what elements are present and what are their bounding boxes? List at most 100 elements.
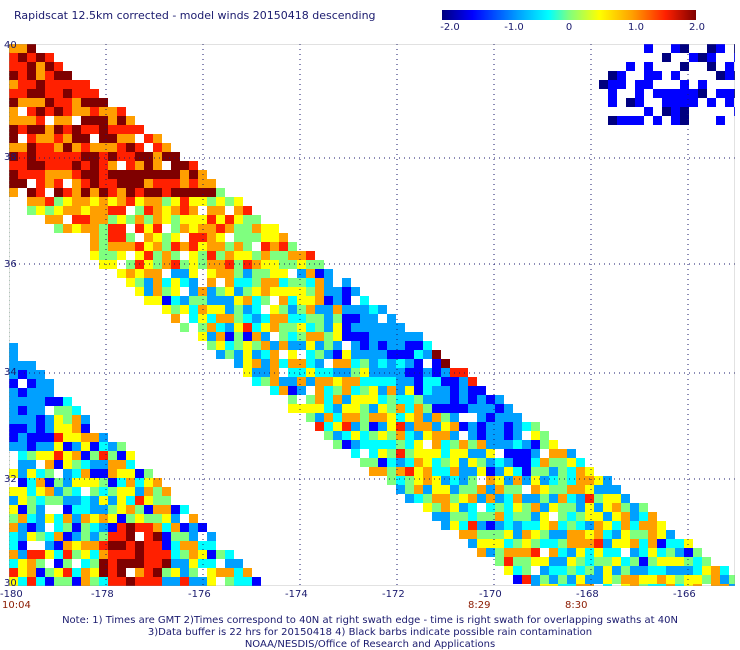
swath-cell xyxy=(270,341,279,350)
swath-cell xyxy=(360,422,369,431)
swath-cell xyxy=(162,233,171,242)
swath-cell xyxy=(99,568,108,577)
swath-cell xyxy=(54,125,63,134)
swath-cell xyxy=(90,496,99,505)
swath-cell xyxy=(495,458,504,467)
swath-cell xyxy=(315,350,324,359)
swath-cell xyxy=(36,379,45,388)
swath-cell xyxy=(432,422,441,431)
swath-cell xyxy=(180,577,189,586)
swath-cell xyxy=(396,395,405,404)
swath-cell xyxy=(635,116,644,125)
swath-cell xyxy=(81,505,90,514)
swath-cell xyxy=(72,80,81,89)
swath-cell xyxy=(153,143,162,152)
swath-cell xyxy=(36,71,45,80)
swath-cell xyxy=(630,566,639,575)
swath-cell xyxy=(18,161,27,170)
swath-cell xyxy=(171,296,180,305)
swath-cell xyxy=(189,170,198,179)
swath-cell xyxy=(225,314,234,323)
swath-cell xyxy=(522,521,531,530)
swath-cell xyxy=(306,269,315,278)
swath-cell xyxy=(324,323,333,332)
swath-cell xyxy=(45,424,54,433)
swath-cell xyxy=(612,539,621,548)
swath-cell xyxy=(630,584,639,586)
swath-cell xyxy=(108,451,117,460)
swath-cell xyxy=(9,352,18,361)
swath-cell xyxy=(459,467,468,476)
swath-cell xyxy=(324,431,333,440)
swath-cell xyxy=(405,458,414,467)
swath-cell xyxy=(153,278,162,287)
swath-cell xyxy=(378,368,387,377)
swath-cell xyxy=(9,406,18,415)
footnote-line-1: Note: 1) Times are GMT 2)Times correspon… xyxy=(62,615,678,626)
swath-cell xyxy=(36,188,45,197)
swath-cell xyxy=(135,514,144,523)
swath-cell xyxy=(450,386,459,395)
swath-cell xyxy=(608,116,617,125)
swath-cell xyxy=(243,323,252,332)
swath-cell xyxy=(324,305,333,314)
swath-cell xyxy=(117,496,126,505)
swath-cell xyxy=(689,53,698,62)
swath-cell xyxy=(180,224,189,233)
swath-cell xyxy=(45,478,54,487)
swath-cell xyxy=(351,287,360,296)
swath-cell xyxy=(72,541,81,550)
swath-cell xyxy=(45,397,54,406)
swath-cell xyxy=(432,350,441,359)
swath-cell xyxy=(117,143,126,152)
swath-cell xyxy=(608,80,617,89)
swath-cell xyxy=(315,386,324,395)
swath-cell xyxy=(693,575,702,584)
swath-cell xyxy=(72,568,81,577)
swath-cell xyxy=(680,116,689,125)
swath-cell xyxy=(135,206,144,215)
swath-cell xyxy=(243,296,252,305)
swath-cell xyxy=(171,152,180,161)
swath-cell xyxy=(504,548,513,557)
lon-label: -166 xyxy=(673,589,696,600)
swath-cell xyxy=(243,568,252,577)
swath-cell xyxy=(45,460,54,469)
swath-cell xyxy=(504,431,513,440)
swath-cell xyxy=(72,206,81,215)
swath-cell xyxy=(477,404,486,413)
swath-cell xyxy=(342,296,351,305)
swath-cell xyxy=(644,71,653,80)
swath-cell xyxy=(315,332,324,341)
swath-cell xyxy=(207,179,216,188)
swath-cell xyxy=(45,197,54,206)
swath-cell xyxy=(405,341,414,350)
swath-cell xyxy=(594,575,603,584)
swath-cell xyxy=(621,521,630,530)
swath-cell xyxy=(18,505,27,514)
swath-cell xyxy=(45,487,54,496)
swath-cell xyxy=(27,388,36,397)
swath-cell xyxy=(684,557,693,566)
swath-cell xyxy=(135,496,144,505)
swath-cell xyxy=(162,188,171,197)
swath-cell xyxy=(603,521,612,530)
swath-cell xyxy=(441,431,450,440)
swath-cell xyxy=(567,485,576,494)
swath-cell xyxy=(252,314,261,323)
swath-cell xyxy=(72,125,81,134)
swath-cell xyxy=(387,413,396,422)
swath-cell xyxy=(324,413,333,422)
swath-cell xyxy=(36,134,45,143)
swath-cell xyxy=(315,359,324,368)
swath-cell xyxy=(9,361,18,370)
swath-cell xyxy=(99,206,108,215)
swath-cell xyxy=(657,575,666,584)
swath-cell xyxy=(36,424,45,433)
swath-cell xyxy=(9,125,18,134)
swath-cell xyxy=(576,575,585,584)
swath-cell xyxy=(558,485,567,494)
swath-cell xyxy=(450,458,459,467)
swath-cell xyxy=(684,539,693,548)
swath-cell xyxy=(153,568,162,577)
